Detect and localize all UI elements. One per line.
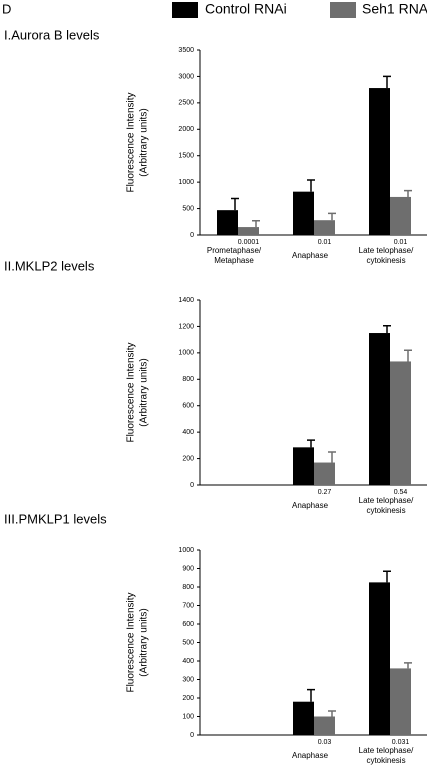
bar (293, 447, 314, 485)
bar (369, 582, 390, 735)
error-bar (307, 688, 315, 702)
y-tick-label: 200 (182, 455, 194, 462)
y-tick-label: 2000 (178, 126, 194, 133)
y-tick-label: 0 (190, 232, 194, 239)
p-value-label: 0.27 (318, 489, 332, 496)
y-axis-label: (Arbitrary units) (139, 108, 150, 176)
y-tick-label: 2500 (178, 100, 194, 107)
x-tick-label: Late telophase/ (359, 746, 414, 755)
error-bar (404, 189, 412, 197)
chart-title: II.MKLP2 levels (4, 258, 95, 273)
bar (390, 196, 411, 235)
bar (369, 333, 390, 485)
error-bar (383, 75, 391, 89)
p-value-label: 0.03 (318, 739, 332, 746)
y-tick-label: 800 (182, 376, 194, 383)
bar (314, 462, 335, 485)
y-tick-label: 400 (182, 658, 194, 665)
chart-title: I.Aurora B levels (4, 27, 100, 42)
chart-title: III.PMKLP1 levels (4, 511, 107, 526)
y-tick-label: 1000 (178, 547, 194, 554)
y-tick-label: 500 (182, 639, 194, 646)
y-tick-label: 3000 (178, 73, 194, 80)
panel-label: D (2, 1, 11, 16)
error-bar (252, 219, 260, 228)
y-axis-label: (Arbitrary units) (139, 358, 150, 426)
p-value-label: 0.54 (394, 489, 408, 496)
y-tick-label: 200 (182, 695, 194, 702)
p-value-label: 0.031 (392, 739, 410, 746)
x-tick-label: Anaphase (292, 501, 329, 510)
bar (293, 191, 314, 235)
y-tick-label: 0 (190, 732, 194, 739)
bar (390, 668, 411, 735)
error-bar (328, 212, 336, 221)
y-tick-label: 300 (182, 676, 194, 683)
y-axis-label: Fluorescence Intensity (126, 592, 137, 692)
legend-swatch (330, 2, 356, 18)
bar (369, 88, 390, 235)
y-tick-label: 1400 (178, 297, 194, 304)
y-tick-label: 700 (182, 602, 194, 609)
y-tick-label: 1500 (178, 153, 194, 160)
p-value-label: 0.01 (318, 239, 332, 246)
x-tick-label: Prometaphase/ (207, 246, 262, 255)
y-tick-label: 1200 (178, 323, 194, 330)
y-tick-label: 800 (182, 584, 194, 591)
bar (314, 220, 335, 235)
y-tick-label: 1000 (178, 350, 194, 357)
y-tick-label: 3500 (178, 47, 194, 54)
bar (293, 701, 314, 735)
bar (238, 227, 259, 235)
error-bar (404, 349, 412, 362)
y-tick-label: 500 (182, 205, 194, 212)
y-axis-label: (Arbitrary units) (139, 608, 150, 676)
y-tick-label: 400 (182, 429, 194, 436)
p-value-label: 0.01 (394, 239, 408, 246)
x-tick-label: Anaphase (292, 751, 329, 760)
error-bar (383, 570, 391, 583)
error-bar (231, 197, 239, 211)
bar (390, 361, 411, 485)
y-axis-label: Fluorescence Intensity (126, 92, 137, 192)
x-tick-label: cytokinesis (366, 506, 405, 515)
legend-swatch (172, 2, 198, 18)
x-tick-label: Late telophase/ (359, 246, 414, 255)
p-value-label: 0.0001 (238, 239, 260, 246)
y-tick-label: 600 (182, 621, 194, 628)
legend-label: Seh1 RNAi (362, 1, 427, 17)
y-tick-label: 1000 (178, 179, 194, 186)
x-tick-label: cytokinesis (366, 756, 405, 765)
bar (314, 716, 335, 735)
error-bar (328, 710, 336, 717)
error-bar (383, 325, 391, 334)
x-tick-label: Anaphase (292, 251, 329, 260)
x-tick-label: Late telophase/ (359, 496, 414, 505)
y-tick-label: 600 (182, 403, 194, 410)
x-tick-label: Metaphase (214, 256, 254, 265)
y-axis-label: Fluorescence Intensity (126, 342, 137, 442)
y-tick-label: 900 (182, 565, 194, 572)
error-bar (307, 439, 315, 448)
y-tick-label: 0 (190, 482, 194, 489)
x-tick-label: cytokinesis (366, 256, 405, 265)
y-tick-label: 100 (182, 713, 194, 720)
error-bar (307, 179, 315, 192)
legend-label: Control RNAi (205, 1, 287, 17)
error-bar (328, 451, 336, 463)
error-bar (404, 662, 412, 669)
bar (217, 210, 238, 235)
